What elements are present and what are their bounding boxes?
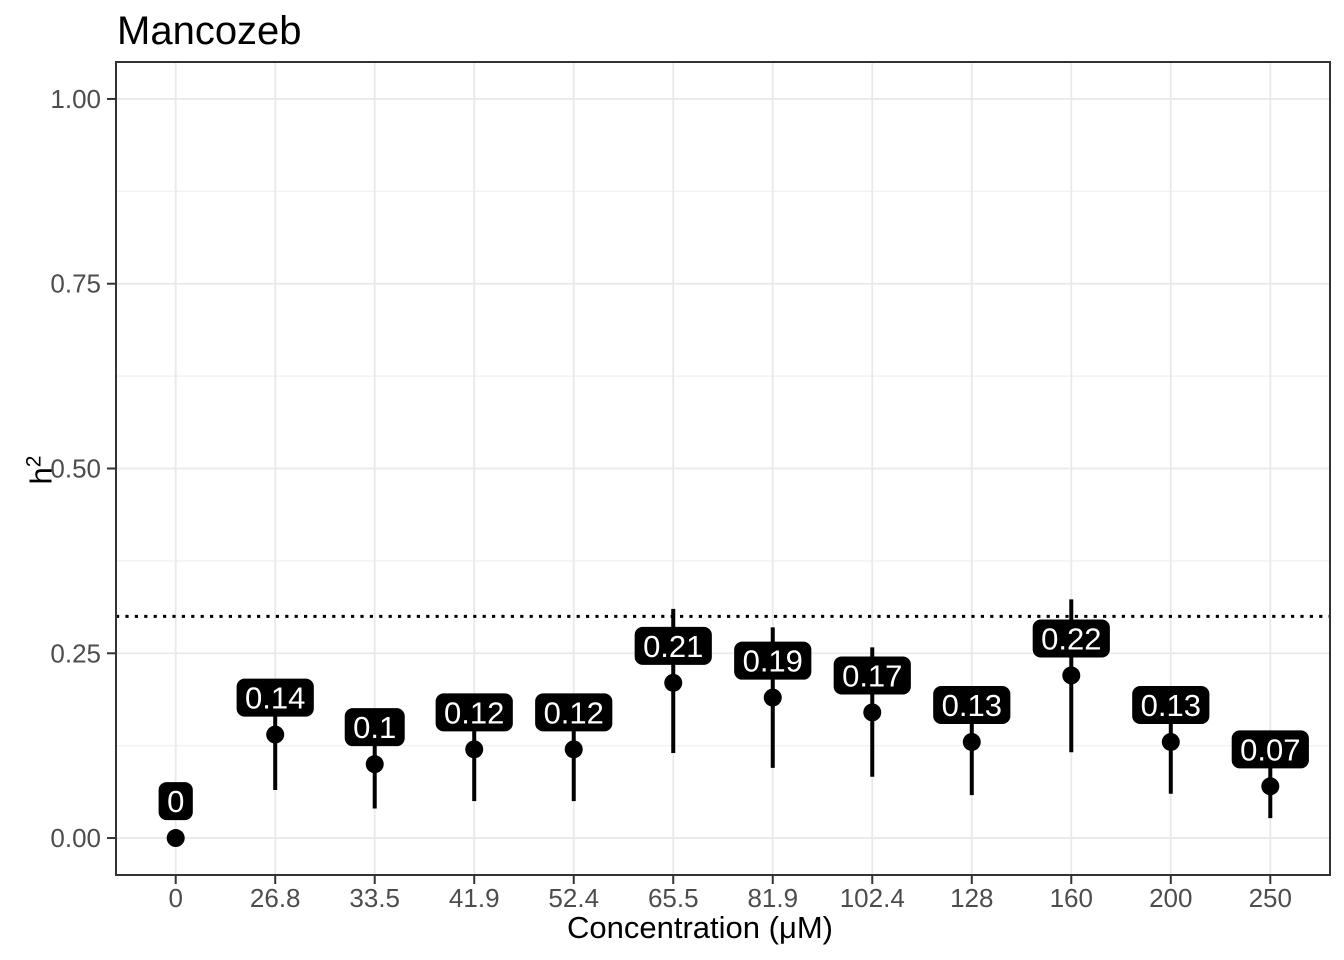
point-label-box (734, 641, 812, 680)
point-label-box (158, 782, 193, 821)
y-tick-label: 0.75 (50, 269, 101, 299)
plot-title: Mancozeb (117, 9, 302, 53)
x-tick-label: 250 (1249, 883, 1292, 913)
point-label-text: 0.21 (643, 629, 703, 664)
y-tick-label: 1.00 (50, 84, 101, 114)
data-point (1161, 732, 1180, 751)
x-tick-label: 200 (1149, 883, 1192, 913)
y-axis-title-base: h (23, 467, 59, 485)
x-tick-label: 52.4 (548, 883, 599, 913)
point-label-box (634, 626, 712, 665)
data-point (564, 740, 583, 759)
point-label-text: 0.17 (842, 658, 902, 693)
point-label-text: 0.12 (544, 695, 604, 730)
point-label-text: 0.13 (942, 688, 1002, 723)
data-point (266, 725, 285, 744)
point-label-text: 0.1 (353, 710, 396, 745)
point-label-box (833, 656, 911, 695)
y-tick-label: 0.00 (50, 823, 101, 853)
x-tick-label: 81.9 (747, 883, 798, 913)
data-point (962, 732, 981, 751)
y-axis-title-superscript: 2 (22, 455, 46, 468)
x-axis-title: Concentration (μM) (567, 910, 833, 945)
x-tick-label: 65.5 (648, 883, 699, 913)
y-tick-label: 0.25 (50, 638, 101, 668)
data-point (763, 688, 782, 707)
point-label-text: 0.19 (743, 644, 803, 679)
y-axis-title: h2 (22, 455, 59, 485)
point-label-box (933, 686, 1011, 725)
point-label-text: 0.13 (1141, 688, 1201, 723)
point-label-box (535, 693, 613, 732)
data-point (166, 829, 185, 848)
point-label-text: 0 (167, 784, 184, 819)
x-tick-label: 41.9 (449, 883, 500, 913)
data-point (1261, 777, 1280, 796)
x-tick-label: 160 (1050, 883, 1093, 913)
y-tick-label: 0.50 (50, 454, 101, 484)
x-tick-label: 0 (168, 883, 182, 913)
point-label-box (1132, 686, 1210, 725)
x-tick-label: 102.4 (840, 883, 905, 913)
x-tick-label: 26.8 (250, 883, 301, 913)
point-label-text: 0.22 (1041, 621, 1101, 656)
point-label-box (1032, 619, 1110, 658)
x-tick-label: 33.5 (349, 883, 400, 913)
data-point (1062, 666, 1081, 685)
data-point (863, 703, 882, 722)
point-label-box (344, 708, 405, 747)
data-point (465, 740, 484, 759)
point-label-text: 0.07 (1240, 732, 1300, 767)
point-label-box (1231, 730, 1309, 769)
point-label-box (435, 693, 513, 732)
point-label-box (236, 678, 314, 717)
data-point (664, 673, 683, 692)
point-label-text: 0.14 (245, 681, 305, 716)
x-tick-label: 128 (950, 883, 993, 913)
point-label-text: 0.12 (444, 695, 504, 730)
data-point (365, 755, 384, 774)
